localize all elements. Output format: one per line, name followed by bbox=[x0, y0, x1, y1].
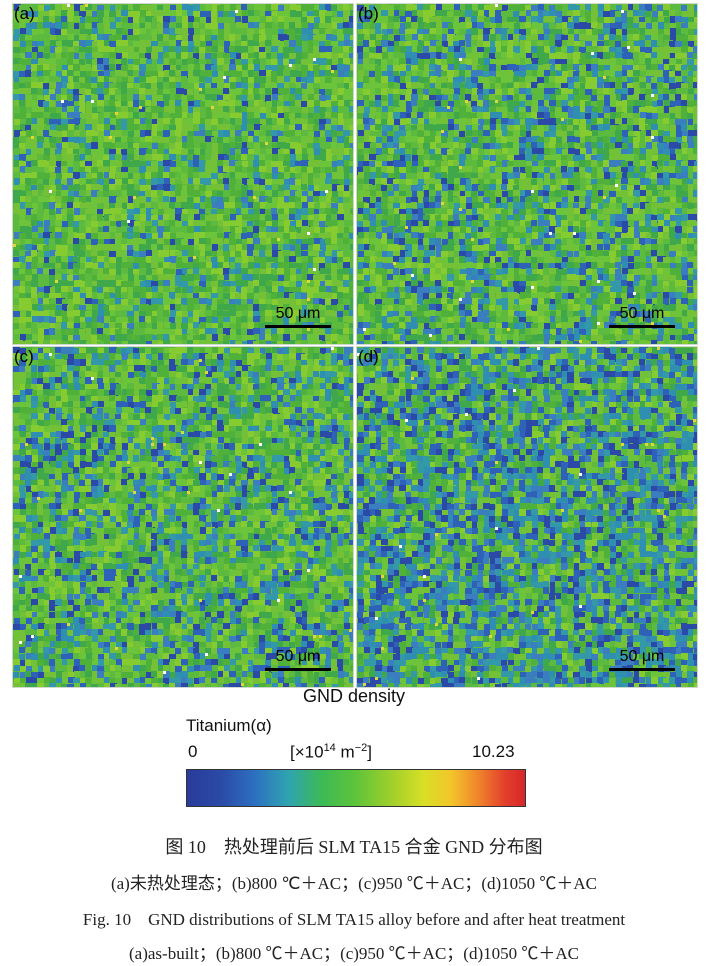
caption-en-title: Fig. 10 GND distributions of SLM TA15 al… bbox=[82, 910, 626, 929]
panel-label: (a) bbox=[14, 4, 35, 23]
scale-bar-label: 50 μm bbox=[619, 305, 665, 322]
gnd-map-image bbox=[13, 4, 353, 344]
gnd-map-panel-a: (a) 50 μm bbox=[12, 3, 354, 345]
scale-bar: 50 μm bbox=[609, 305, 675, 328]
scale-bar: 50 μm bbox=[265, 648, 331, 671]
gnd-map-image bbox=[13, 347, 353, 687]
panel-label: (c) bbox=[14, 347, 34, 366]
scale-bar-label: 50 μm bbox=[275, 648, 321, 665]
scale-bar-line bbox=[609, 325, 675, 328]
scale-bar: 50 μm bbox=[609, 648, 675, 671]
unit-mid: m bbox=[335, 742, 355, 762]
gnd-map-panel-b: (b) 50 μm bbox=[356, 3, 698, 345]
gnd-map-image bbox=[357, 347, 697, 687]
scale-bar-label: 50 μm bbox=[275, 305, 321, 322]
colorbar-min-label: 0 bbox=[188, 742, 198, 761]
caption-cn-title: 图 10 热处理前后 SLM TA15 合金 GND 分布图 bbox=[165, 837, 543, 857]
unit-exponent: 14 bbox=[323, 742, 336, 754]
unit-exponent-2: −2 bbox=[354, 742, 368, 754]
colorbar-phase-label: Titanium(α) bbox=[186, 716, 272, 735]
colorbar-title: GND density bbox=[302, 686, 406, 706]
unit-prefix: [×10 bbox=[290, 742, 324, 762]
gnd-map-panel-d: (d) 50 μm bbox=[356, 346, 698, 688]
caption-cn-subtitle: (a)未热处理态；(b)800 ℃＋AC；(c)950 ℃＋AC；(d)1050… bbox=[110, 874, 598, 893]
caption-en-subtitle: (a)as-built；(b)800 ℃＋AC；(c)950 ℃＋AC；(d)1… bbox=[129, 944, 579, 963]
scale-bar: 50 μm bbox=[265, 305, 331, 328]
panel-label: (b) bbox=[358, 4, 379, 23]
gnd-map-image bbox=[357, 4, 697, 344]
scale-bar-label: 50 μm bbox=[619, 648, 665, 665]
unit-suffix: ] bbox=[367, 742, 372, 762]
colorbar-max-label: 10.23 bbox=[472, 742, 515, 761]
colorbar-unit-label: [×1014 m−2] bbox=[290, 742, 372, 763]
panel-label: (d) bbox=[358, 347, 379, 366]
scale-bar-line bbox=[265, 668, 331, 671]
colorbar-gradient bbox=[186, 769, 526, 807]
scale-bar-line bbox=[265, 325, 331, 328]
scale-bar-line bbox=[609, 668, 675, 671]
gnd-map-panel-c: (c) 50 μm bbox=[12, 346, 354, 688]
